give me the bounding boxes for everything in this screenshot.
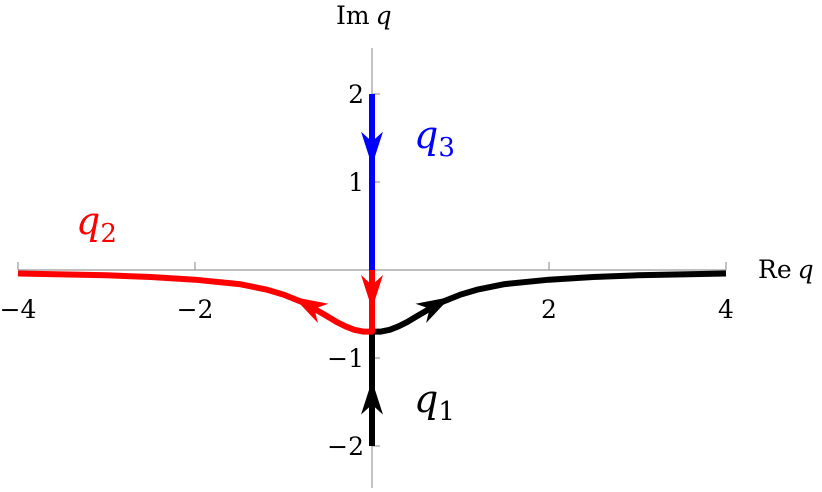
series-q1-arrow — [415, 297, 451, 323]
ticks: −4 −2 2 4 −2 −1 1 2 — [0, 80, 734, 461]
series-q3-arrow — [361, 131, 383, 166]
label-q1: q1 — [414, 377, 455, 427]
y-tick-label: 2 — [348, 80, 364, 109]
y-axis-title: Im q — [336, 1, 392, 30]
label-q3: q3 — [414, 113, 455, 163]
series-q2-arrow — [361, 275, 383, 309]
y-tick-label: −1 — [327, 344, 364, 373]
arrows — [293, 131, 451, 415]
x-tick-label: −4 — [0, 295, 36, 324]
label-q2: q2 — [76, 199, 117, 249]
series-q1-arrow — [361, 380, 383, 415]
x-tick-label: 2 — [541, 295, 557, 324]
y-tick-label: 1 — [348, 168, 364, 197]
x-tick-label: 4 — [718, 295, 734, 324]
series-q2-arrow — [293, 297, 329, 323]
y-tick-label: −2 — [327, 432, 364, 461]
x-tick-label: −2 — [177, 295, 214, 324]
x-axis-title: Re q — [758, 255, 814, 284]
